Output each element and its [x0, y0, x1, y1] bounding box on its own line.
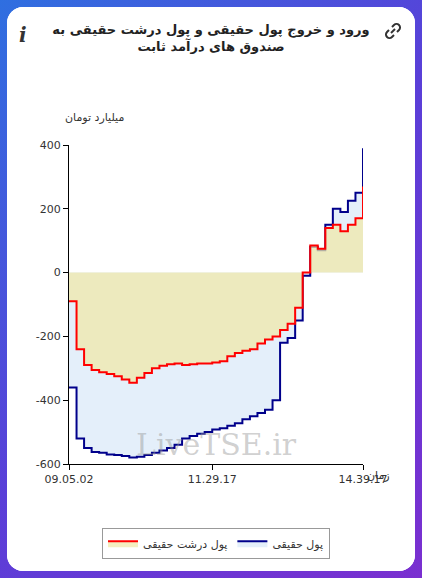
- svg-text:پول حقیقی: پول حقیقی: [272, 538, 323, 551]
- svg-text:400: 400: [40, 139, 61, 152]
- html-text:i: i: [19, 23, 27, 47]
- svg-text:-400: -400: [36, 394, 61, 407]
- svg-text:14.39.17: 14.39.17: [339, 473, 388, 486]
- svg-text:11.29.17: 11.29.17: [188, 473, 237, 486]
- svg-text:میلیارد تومان: میلیارد تومان: [65, 111, 124, 124]
- html-text:ورود و خروج پول حقیقی و پول در: ورود و خروج پول حقیقی و پول درشت حقیقی ب…: [52, 22, 370, 54]
- svg-text:-200: -200: [36, 330, 61, 343]
- svg-text:09.05.02: 09.05.02: [45, 473, 94, 486]
- svg-text:-600: -600: [36, 458, 61, 471]
- svg-text:زمان: زمان: [367, 469, 390, 482]
- svg-text:200: 200: [40, 203, 61, 216]
- svg-text:پول درشت حقیقی: پول درشت حقیقی: [143, 538, 227, 551]
- svg-text:0: 0: [54, 266, 61, 279]
- svg-text:LiveTSE.ir: LiveTSE.ir: [136, 427, 297, 462]
